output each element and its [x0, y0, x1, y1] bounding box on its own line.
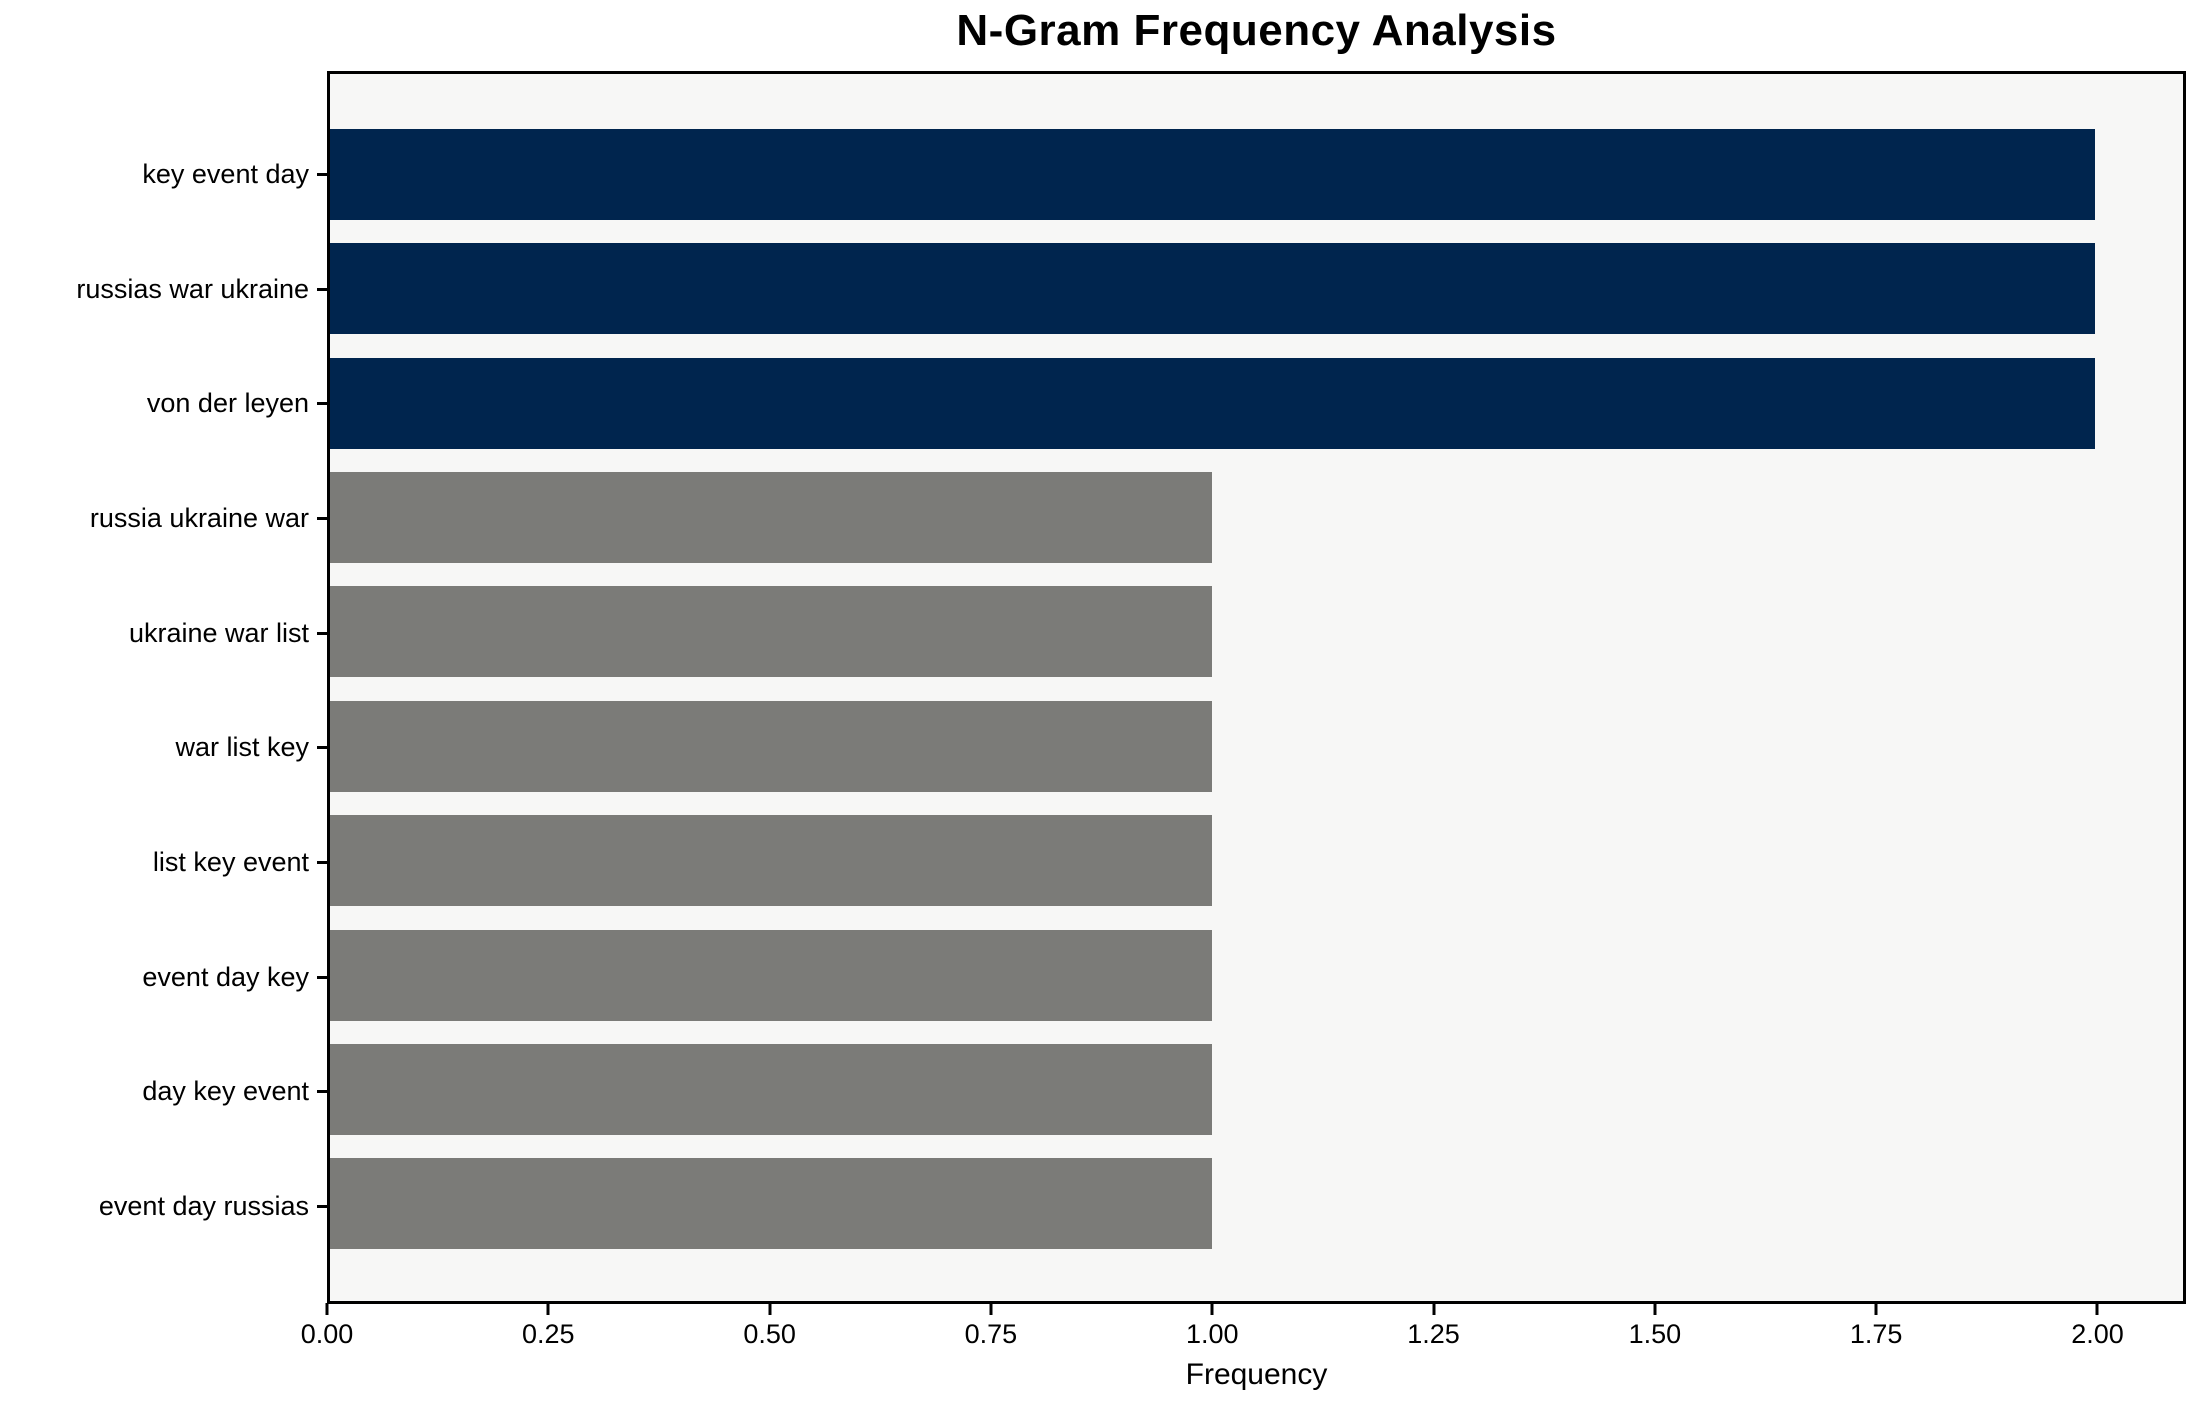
y-tick-label: event day key — [142, 961, 309, 992]
bar — [330, 128, 2095, 220]
y-tick-mark — [317, 402, 327, 406]
y-tick-label: day key event — [142, 1076, 309, 1107]
bar-row — [330, 231, 2183, 345]
x-tick-label: 0.75 — [964, 1319, 1018, 1349]
bar-row — [330, 689, 2183, 803]
bar — [330, 1043, 1213, 1135]
y-tick-label: von der leyen — [146, 388, 309, 419]
bar-row — [330, 575, 2183, 689]
x-tick-label: 0.00 — [300, 1319, 354, 1349]
bar — [330, 471, 1213, 563]
y-tick-row: russias war ukraine — [0, 232, 327, 347]
x-tick-label: 1.00 — [1185, 1319, 1239, 1349]
y-tick-mark — [317, 1205, 327, 1209]
y-tick-row: von der leyen — [0, 346, 327, 461]
bar — [330, 815, 1213, 907]
y-tick-label: ukraine war list — [128, 617, 309, 648]
bar — [330, 586, 1213, 678]
y-axis: key event day russias war ukraine von der … — [0, 71, 327, 1304]
x-axis-label: Frequency — [1185, 1358, 1328, 1391]
x-tick-mark — [1210, 1303, 1214, 1315]
bar — [330, 929, 1213, 1021]
y-tick-mark — [317, 861, 327, 865]
x-tick-mark — [989, 1303, 993, 1315]
x-tick-label: 1.75 — [1849, 1319, 1903, 1349]
bar-row — [330, 117, 2183, 231]
y-tick-label: key event day — [142, 158, 309, 189]
bar-row — [330, 346, 2183, 460]
x-tick-label: 1.25 — [1407, 1319, 1460, 1349]
x-tick-label: 1.50 — [1628, 1319, 1682, 1349]
bar — [330, 357, 2095, 449]
plot-area — [327, 71, 2186, 1304]
y-tick-mark — [317, 1090, 327, 1094]
bar-row — [330, 803, 2183, 917]
x-tick-mark — [2095, 1303, 2099, 1315]
bar-row — [330, 1032, 2183, 1146]
x-tick-mark — [546, 1303, 550, 1315]
y-tick-mark — [317, 631, 327, 635]
y-tick-mark — [317, 172, 327, 176]
bar-row — [330, 1147, 2183, 1261]
y-tick-row: russia ukraine war — [0, 461, 327, 576]
y-tick-label: event day russias — [98, 1191, 309, 1222]
x-tick-mark — [768, 1303, 772, 1315]
chart-title: N-Gram Frequency Analysis — [956, 6, 1557, 55]
y-tick-row: key event day — [0, 117, 327, 232]
bar-row — [330, 918, 2183, 1032]
y-tick-label: russia ukraine war — [89, 502, 309, 533]
y-tick-label: list key event — [152, 847, 309, 878]
bar — [330, 700, 1213, 792]
y-tick-mark — [317, 287, 327, 291]
y-tick-row: war list key — [0, 691, 327, 806]
y-tick-label: war list key — [175, 732, 309, 763]
y-tick-mark — [317, 975, 327, 979]
x-tick-label: 0.25 — [522, 1319, 575, 1349]
x-tick-mark — [1653, 1303, 1657, 1315]
y-tick-mark — [317, 746, 327, 750]
y-tick-row: event day key — [0, 920, 327, 1035]
bar — [330, 1158, 1213, 1250]
y-tick-mark — [317, 516, 327, 520]
x-axis: 0.00 0.25 0.50 0.75 1.00 1.25 1.50 1.75 2.00 — [301, 1303, 2186, 1363]
x-tick-label: 2.00 — [2071, 1319, 2124, 1349]
x-tick-mark — [325, 1303, 329, 1315]
x-tick-mark — [1432, 1303, 1436, 1315]
y-tick-row: list key event — [0, 805, 327, 920]
bar-row — [330, 460, 2183, 574]
y-tick-row: day key event — [0, 1035, 327, 1150]
x-tick-mark — [1874, 1303, 1878, 1315]
y-tick-row: event day russias — [0, 1149, 327, 1264]
y-tick-row: ukraine war list — [0, 576, 327, 691]
y-tick-label: russias war ukraine — [76, 273, 309, 304]
bar — [330, 243, 2095, 335]
x-tick-label: 0.50 — [743, 1319, 796, 1349]
